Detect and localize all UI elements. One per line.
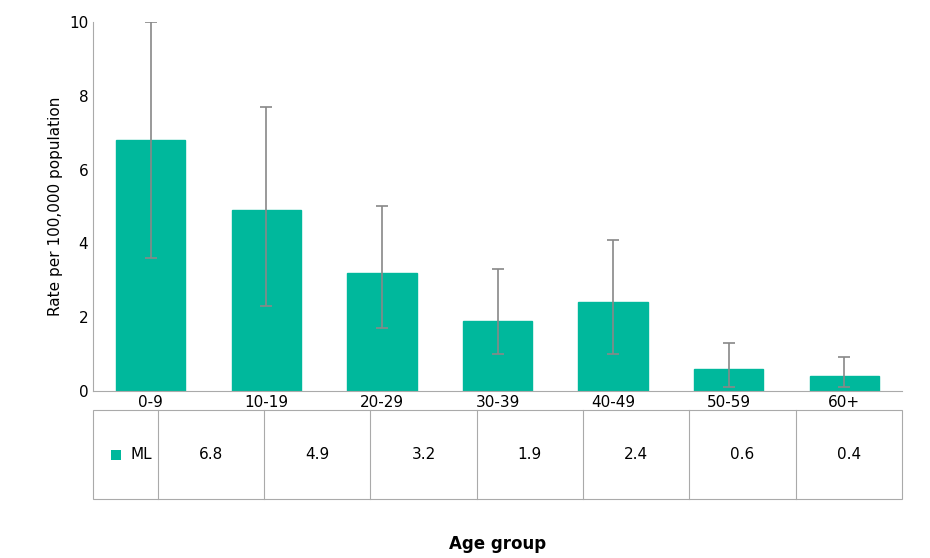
Text: 4.9: 4.9 (305, 448, 329, 462)
Text: 2.4: 2.4 (624, 448, 648, 462)
Text: 3.2: 3.2 (411, 448, 435, 462)
Bar (463, 321, 532, 391)
Text: 0.6: 0.6 (730, 448, 755, 462)
Bar (578, 302, 648, 391)
Text: Age group: Age group (449, 535, 546, 553)
Y-axis label: Rate per 100,000 population: Rate per 100,000 population (48, 97, 63, 316)
Text: 1.9: 1.9 (518, 448, 542, 462)
Text: ML: ML (130, 448, 152, 462)
Text: 0.4: 0.4 (837, 448, 861, 462)
Bar (232, 210, 301, 391)
Bar (694, 368, 764, 391)
Bar (810, 376, 879, 391)
Text: 6.8: 6.8 (199, 448, 223, 462)
Bar (347, 273, 417, 391)
Bar (116, 140, 185, 391)
